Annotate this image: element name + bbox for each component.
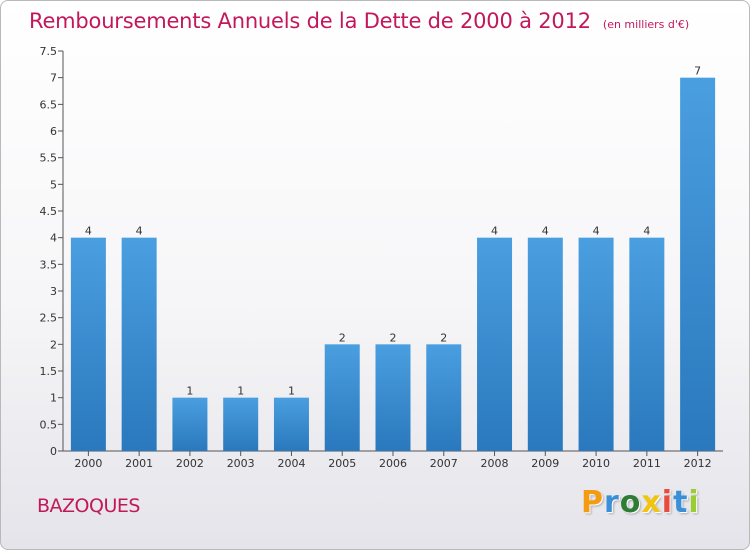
- y-tick-label: 2: [50, 338, 57, 351]
- x-tick-label: 2007: [430, 457, 458, 470]
- x-tick-label: 2001: [125, 457, 153, 470]
- y-tick-label: 3.5: [40, 258, 58, 271]
- y-tick-label: 5.5: [40, 152, 58, 165]
- bar-value-label: 4: [491, 225, 498, 238]
- town-name: BAZOQUES: [37, 495, 140, 517]
- bar-value-label: 2: [440, 331, 447, 344]
- bar-value-label: 4: [85, 225, 92, 238]
- y-tick-label: 0: [50, 445, 57, 458]
- x-tick-label: 2005: [328, 457, 356, 470]
- logo-letter: P: [581, 485, 604, 520]
- bar-2010: [578, 237, 614, 451]
- bar-2004: [273, 397, 309, 451]
- bar-value-label: 1: [186, 385, 193, 398]
- x-tick-label: 2006: [379, 457, 407, 470]
- logo-letter: t: [673, 485, 689, 520]
- x-tick-label: 2010: [582, 457, 610, 470]
- bar-2011: [629, 237, 665, 451]
- y-tick-label: 6.5: [40, 98, 58, 111]
- bar-2002: [172, 397, 208, 451]
- y-tick-label: 0.5: [40, 418, 58, 431]
- x-tick-label: 2004: [277, 457, 305, 470]
- logo-letter: i: [661, 485, 674, 520]
- logo-letter: r: [604, 485, 620, 520]
- x-tick-label: 2008: [481, 457, 509, 470]
- y-tick-label: 7: [50, 72, 57, 85]
- logo-letter: i: [688, 485, 700, 520]
- bar-2012: [680, 77, 716, 452]
- bar-2008: [477, 237, 513, 451]
- bar-2005: [324, 344, 360, 451]
- bar-2000: [70, 237, 106, 451]
- y-tick-label: 7.5: [40, 45, 58, 58]
- y-tick-label: 3: [50, 285, 57, 298]
- y-tick-label: 6: [50, 125, 57, 138]
- bar-2003: [223, 397, 259, 451]
- bar-2001: [121, 237, 157, 451]
- x-axis: 2000 2001 2002 2003 2004 2005 2006 2007 2008 2009…: [63, 450, 723, 470]
- y-tick-label: 2.5: [40, 312, 58, 325]
- bar-2009: [527, 237, 563, 451]
- logo-letter: x: [641, 485, 662, 520]
- bar-value-label: 4: [542, 225, 549, 238]
- bars: 4 4 1 1 1 2 2 2 4 4 4 4 7: [70, 65, 716, 452]
- y-tick-label: 1: [50, 392, 57, 405]
- y-tick-label: 1.5: [40, 365, 58, 378]
- bar-value-label: 2: [390, 331, 397, 344]
- x-tick-label: 2002: [176, 457, 204, 470]
- y-tick-label: 5: [50, 178, 57, 191]
- y-tick-label: 4: [50, 232, 57, 245]
- x-tick-label: 2003: [227, 457, 255, 470]
- bar-value-label: 1: [237, 385, 244, 398]
- chart-title-text: Remboursements Annuels de la Dette de 20…: [29, 9, 591, 33]
- bar-2006: [375, 344, 411, 451]
- bar-value-label: 2: [339, 331, 346, 344]
- y-axis: 0 0.5 1 1.5 2 2.5 3 3.5 4 4.5 5 5.5 6 6.5 7 7.5: [40, 45, 64, 458]
- bar-value-label: 7: [694, 65, 701, 78]
- chart-unit: (en milliers d'€): [602, 18, 690, 31]
- bar-value-label: 4: [643, 225, 650, 238]
- x-tick-label: 2011: [633, 457, 661, 470]
- y-tick-label: 4.5: [40, 205, 58, 218]
- bar-value-label: 1: [288, 385, 295, 398]
- x-tick-label: 2000: [74, 457, 102, 470]
- proxiti-logo: Proxiti: [581, 485, 700, 520]
- bar-value-label: 4: [593, 225, 600, 238]
- chart-title: Remboursements Annuels de la Dette de 20…: [29, 9, 689, 33]
- logo-letter: o: [619, 485, 642, 520]
- x-tick-label: 2012: [684, 457, 712, 470]
- bar-2007: [426, 344, 462, 451]
- x-tick-label: 2009: [531, 457, 559, 470]
- bar-value-label: 4: [136, 225, 143, 238]
